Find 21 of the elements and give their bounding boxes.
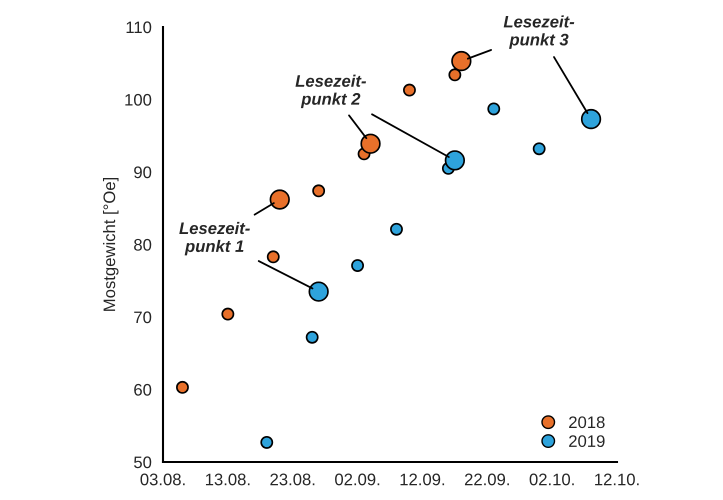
x-tick-label: 12.09.	[400, 474, 444, 486]
y-tick-label: 100	[125, 94, 152, 106]
annotation: Lesezeit- punkt 2	[295, 74, 366, 108]
annotation: Lesezeit- punkt 1	[179, 222, 250, 256]
x-tick-label: 02.10.	[530, 474, 574, 486]
x-tick-label: 03.08.	[140, 474, 185, 486]
x-tick-label: 02.09.	[335, 474, 380, 486]
annotation: Lesezeit- punkt 3	[504, 15, 574, 49]
y-tick-label: 110	[126, 21, 152, 34]
x-tick-label: 23.08.	[270, 474, 314, 486]
y-tick-label: 80	[134, 238, 152, 251]
x-tick-label: 13.08.	[206, 474, 250, 486]
y-tick-label: 60	[134, 384, 152, 396]
y-axis-title: Mostgewicht [°Oe]	[102, 178, 119, 311]
x-tick-label: 22.09.	[464, 474, 509, 486]
y-tick-label: 50	[134, 456, 152, 468]
legend-label: 2018	[569, 416, 605, 428]
y-tick-label: 70	[134, 311, 152, 324]
y-tick-label: 90	[134, 166, 152, 178]
legend-label: 2019	[569, 435, 605, 448]
x-tick-label: 12.10.	[595, 474, 639, 486]
